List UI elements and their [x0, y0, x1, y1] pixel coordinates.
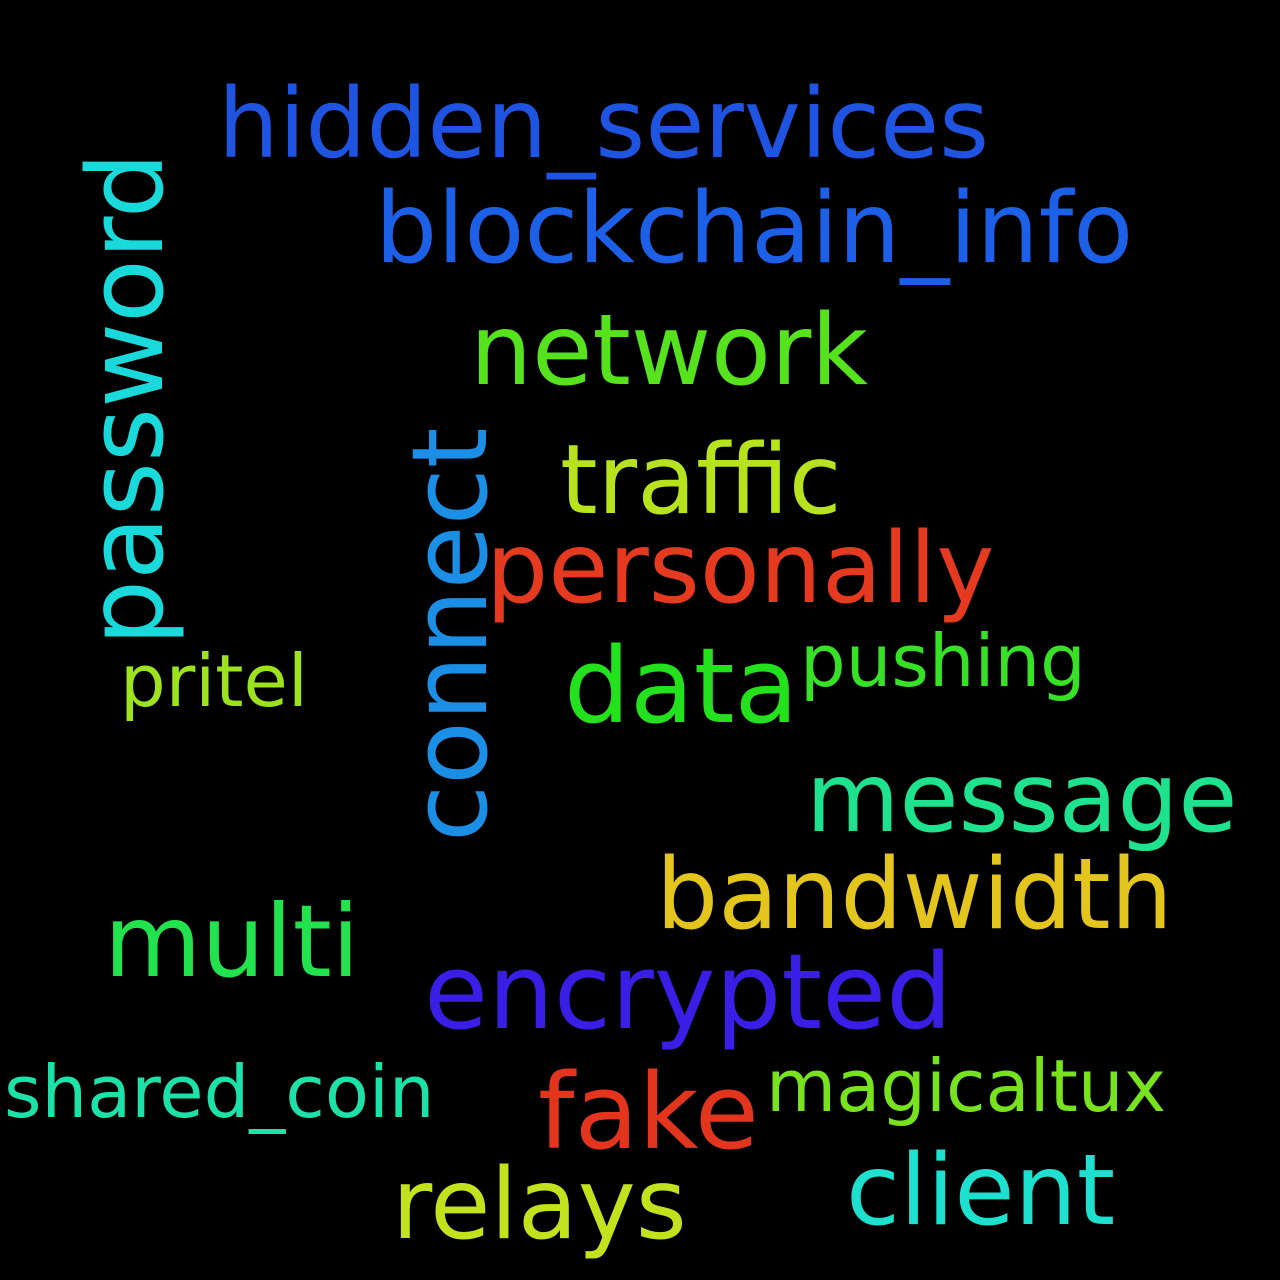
word-traffic: traffic — [560, 424, 842, 536]
word-pritel: pritel — [120, 639, 308, 723]
word-fake: fake — [538, 1051, 759, 1173]
word-blockchain-info: blockchain_info — [375, 172, 1134, 286]
word-connect: connect — [389, 427, 511, 842]
word-message: message — [806, 742, 1238, 854]
word-magicaltux: magicaltux — [766, 1044, 1167, 1128]
word-personally: personally — [486, 512, 995, 626]
word-bandwidth: bandwidth — [656, 838, 1173, 952]
word-network: network — [470, 294, 868, 408]
word-multi: multi — [104, 883, 360, 1000]
word-encrypted: encrypted — [424, 931, 953, 1053]
word-relays: relays — [392, 1148, 687, 1262]
word-client: client — [846, 1134, 1116, 1248]
word-data: data — [564, 625, 799, 747]
word-pushing: pushing — [800, 619, 1086, 703]
word-hidden-services: hidden_services — [218, 68, 990, 180]
word-shared-coin: shared_coin — [4, 1050, 435, 1134]
word-password: password — [65, 152, 187, 646]
